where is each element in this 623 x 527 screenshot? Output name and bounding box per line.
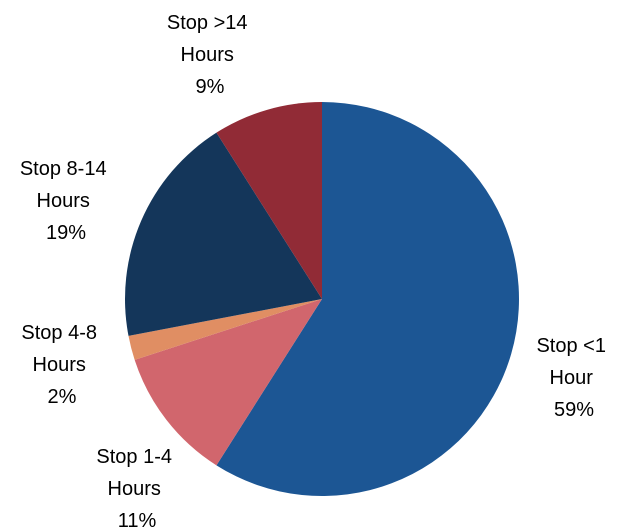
slice-percent: 59%: [554, 399, 594, 421]
slice-label-stop-4-8-hours: Stop 4-8 Hours 2%: [21, 322, 102, 408]
slice-label-line: Hour: [550, 367, 594, 389]
slice-label-stop-lt-1-hour: Stop <1 Hour 59%: [536, 335, 611, 421]
slice-percent: 11%: [118, 510, 157, 527]
slice-label-line: Hours: [108, 478, 161, 500]
slice-label-line: Hours: [37, 190, 90, 212]
slice-percent: 2%: [48, 386, 77, 408]
pie-slices: [125, 102, 520, 496]
pie-slice-stop-14-hours: [216, 102, 322, 299]
pie-slice-stop-4-8-hours: [128, 299, 322, 360]
pie-slice-stop-1-4-hours: [134, 299, 322, 466]
slice-label-stop-1-4-hours: Stop 1-4 Hours 11%: [96, 446, 177, 527]
slice-label-stop-8-14-hours: Stop 8-14 Hours 19%: [20, 158, 112, 244]
slice-label-line: Stop 1-4: [96, 446, 172, 468]
slice-label-line: Stop <1: [536, 335, 606, 357]
slice-label-line: Hours: [181, 44, 234, 66]
pie-slice-stop-1-hour: [216, 102, 520, 496]
slice-percent: 9%: [196, 76, 225, 98]
pie-slice-stop-8-14-hours: [125, 132, 322, 336]
slice-label-line: Hours: [33, 354, 86, 376]
slice-label-line: Stop >14: [167, 12, 248, 34]
slice-percent: 19%: [46, 222, 86, 244]
slice-label-line: Stop 8-14: [20, 158, 107, 180]
slice-label-line: Stop 4-8: [21, 322, 97, 344]
slice-label-stop-gt-14-hours: Stop >14 Hours 9%: [167, 12, 253, 98]
